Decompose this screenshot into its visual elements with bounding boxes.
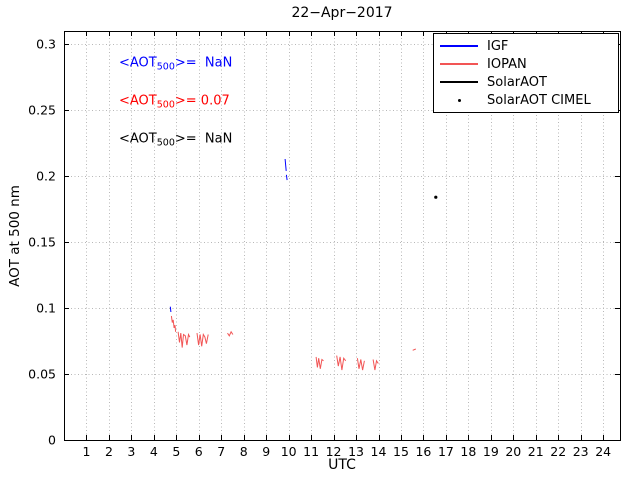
axes-frame bbox=[64, 31, 621, 441]
x-tick-label: 9 bbox=[262, 444, 270, 459]
annotation-text: <AOT bbox=[119, 55, 157, 71]
x-tick-label: 7 bbox=[217, 444, 225, 459]
annotation-text: 500 bbox=[156, 61, 175, 73]
legend-label-igf: IGF bbox=[487, 38, 509, 54]
dot-icon bbox=[457, 98, 461, 102]
y-tick-label: 0 bbox=[48, 433, 56, 448]
annotation-text: <AOT bbox=[119, 93, 157, 109]
x-tick-label: 24 bbox=[595, 444, 611, 459]
legend-marker-solaraot-cimel bbox=[439, 98, 479, 102]
annotation-text: >= NaN bbox=[174, 55, 233, 71]
series-iopan bbox=[372, 359, 379, 371]
legend-label-solaraot: SolarAOT bbox=[487, 74, 547, 90]
x-tick-label: 19 bbox=[483, 444, 499, 459]
x-tick-label: 10 bbox=[281, 444, 297, 459]
x-tick-label: 4 bbox=[150, 444, 158, 459]
legend-item-solaraot: SolarAOT bbox=[434, 73, 618, 91]
series-iopan bbox=[412, 348, 416, 351]
series-solaraot-cimel-marker bbox=[434, 195, 438, 199]
x-tick-label: 5 bbox=[172, 444, 180, 459]
series-iopan bbox=[196, 333, 209, 347]
x-tick-label: 11 bbox=[303, 444, 319, 459]
annotation-text: <AOT bbox=[119, 131, 157, 147]
x-axis-label: UTC bbox=[328, 457, 356, 473]
annotation-text: 500 bbox=[156, 99, 175, 111]
series-iopan bbox=[315, 356, 324, 369]
x-tick-label: 3 bbox=[127, 444, 135, 459]
series-iopan bbox=[170, 315, 177, 332]
x-tick-label: 17 bbox=[438, 444, 454, 459]
x-tick-label: 2 bbox=[105, 444, 113, 459]
series-igf bbox=[284, 158, 287, 171]
series-igf bbox=[285, 174, 288, 181]
legend-label-iopan: IOPAN bbox=[487, 56, 527, 72]
annotation-text: 500 bbox=[156, 137, 175, 149]
x-tick-label: 18 bbox=[460, 444, 476, 459]
y-tick-label: 0.3 bbox=[36, 37, 56, 52]
annotation-aot500-igf: <AOT500>= NaN bbox=[119, 56, 232, 73]
legend: IGF IOPAN SolarAOT SolarAOT CIMEL bbox=[433, 33, 619, 113]
series-iopan bbox=[356, 358, 365, 371]
x-tick-label: 21 bbox=[528, 444, 544, 459]
x-tick-label: 12 bbox=[326, 444, 342, 459]
y-tick-label: 0.05 bbox=[28, 367, 56, 382]
x-tick-label: 13 bbox=[348, 444, 364, 459]
legend-item-solaraot-cimel: SolarAOT CIMEL bbox=[434, 91, 618, 109]
x-tick-label: 6 bbox=[195, 444, 203, 459]
annotation-aot500-solaraot: <AOT500>= NaN bbox=[119, 132, 232, 149]
annotation-text: >= NaN bbox=[174, 131, 233, 147]
x-tick-label: 20 bbox=[505, 444, 521, 459]
y-tick-label: 0.2 bbox=[36, 169, 56, 184]
y-tick-label: 0.25 bbox=[28, 103, 56, 118]
y-tick-label: 0.15 bbox=[28, 235, 56, 250]
x-tick-label: 1 bbox=[82, 444, 90, 459]
x-tick-label: 15 bbox=[393, 444, 409, 459]
line-swatch bbox=[440, 81, 478, 83]
legend-item-iopan: IOPAN bbox=[434, 55, 618, 73]
legend-item-igf: IGF bbox=[434, 37, 618, 55]
annotation-aot500-iopan: <AOT500>= 0.07 bbox=[119, 94, 230, 111]
x-tick-label: 23 bbox=[573, 444, 589, 459]
legend-line-iopan bbox=[439, 63, 479, 65]
x-tick-label: 8 bbox=[240, 444, 248, 459]
legend-line-igf bbox=[439, 45, 479, 47]
series-iopan bbox=[177, 331, 191, 348]
series-iopan bbox=[227, 330, 234, 337]
x-tick-label: 22 bbox=[550, 444, 566, 459]
series-iopan bbox=[336, 355, 347, 371]
series-igf bbox=[169, 306, 172, 313]
x-tick-label: 14 bbox=[371, 444, 387, 459]
legend-label-solaraot-cimel: SolarAOT CIMEL bbox=[487, 92, 591, 108]
y-tick-label: 0.1 bbox=[36, 301, 56, 316]
line-swatch bbox=[440, 63, 478, 65]
legend-line-solaraot bbox=[439, 81, 479, 83]
annotation-text: >= 0.07 bbox=[174, 93, 230, 109]
line-swatch bbox=[440, 45, 478, 47]
x-tick-label: 16 bbox=[415, 444, 431, 459]
chart-title: 22−Apr−2017 bbox=[291, 5, 393, 21]
